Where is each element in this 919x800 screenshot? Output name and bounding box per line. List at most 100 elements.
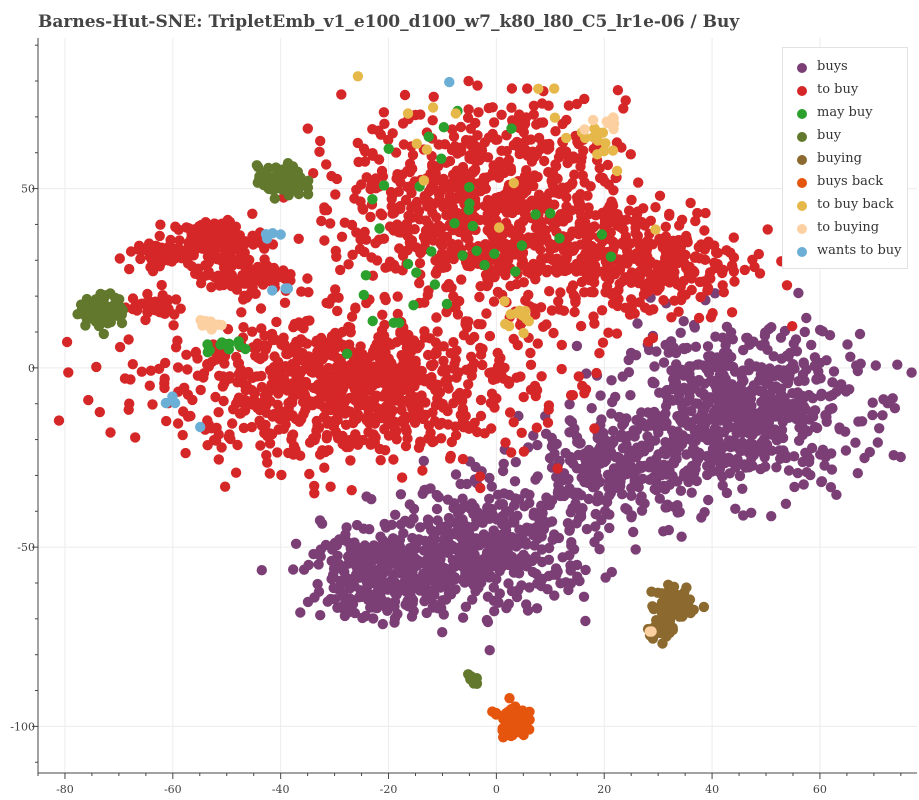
data-point [756,362,767,373]
data-point [210,391,221,403]
data-point [415,109,426,120]
data-point [462,540,474,551]
data-point [506,447,517,458]
data-point [423,186,435,197]
data-point [378,107,390,118]
data-point [504,693,515,704]
data-point [475,394,487,406]
data-point [531,603,543,614]
data-point [302,273,313,284]
data-point [315,610,326,621]
data-point [650,224,661,235]
data-point [387,128,398,139]
data-point [475,410,487,422]
data-point [495,367,507,379]
data-point [650,202,661,213]
data-point [364,524,375,535]
data-point [326,331,338,342]
data-point [630,350,642,361]
data-point [524,582,535,593]
data-point [276,469,287,481]
data-point [508,500,520,511]
data-point [198,271,209,282]
data-point [443,512,455,524]
data-point [654,617,666,629]
data-point [335,366,347,377]
data-point [351,184,362,195]
data-point [815,390,827,402]
data-point [604,200,615,211]
data-point [397,556,408,567]
data-point [509,476,521,487]
data-point [421,144,433,155]
data-point [486,481,497,492]
data-point [744,438,756,449]
data-point [399,335,410,346]
data-point [715,458,726,469]
data-point [579,124,590,135]
data-point [371,565,383,576]
data-point [429,279,441,290]
data-point [94,406,106,418]
data-point [572,436,583,448]
data-point [423,219,434,230]
data-point [457,612,469,623]
data-point [336,89,347,100]
data-point [647,332,659,344]
data-point [365,211,376,223]
data-point [205,317,216,329]
data-point [367,148,378,159]
data-point [404,499,415,510]
data-point [525,359,537,370]
data-point [182,389,194,400]
data-point [233,336,244,347]
data-point [532,266,543,278]
data-point [407,149,419,161]
data-point [185,410,196,422]
data-point [457,514,468,525]
data-point [667,622,678,633]
data-point [382,555,393,566]
data-point [438,341,449,352]
data-point [195,384,206,396]
data-point [628,526,639,538]
data-point [591,367,602,379]
data-point [265,329,276,341]
data-point [473,107,484,118]
data-point [579,177,590,188]
data-point [466,362,477,373]
data-point [792,387,803,398]
data-point [625,390,636,401]
legend-item: to buy back [783,195,909,218]
data-point [803,456,815,468]
data-point [366,350,377,362]
data-point [491,393,502,404]
data-point [469,211,480,223]
data-point [552,463,563,474]
data-point [442,180,453,191]
data-point [406,203,417,214]
data-point [611,212,623,223]
data-point [626,294,637,305]
data-point [785,399,796,410]
data-point [824,391,835,402]
data-point [495,352,506,364]
data-point [639,220,650,231]
data-point [516,259,527,270]
data-point [850,437,861,448]
data-point [536,371,547,382]
data-point [496,109,507,121]
data-point [302,189,314,200]
series-to-buy-back [352,71,661,339]
data-point [487,509,498,520]
data-point [477,359,488,371]
data-point [440,376,451,387]
data-point [419,376,431,387]
data-point [666,365,677,376]
data-point [467,220,478,232]
data-point [472,130,483,141]
data-point [269,351,280,362]
data-point [612,300,623,312]
data-point [581,235,593,246]
data-point [402,564,414,576]
